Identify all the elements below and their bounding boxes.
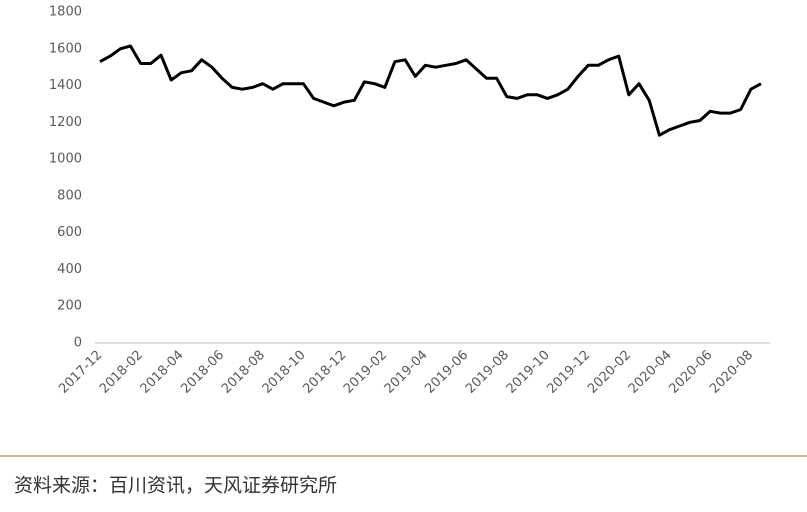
x-tick-label: 2018-12	[300, 348, 349, 397]
y-tick-label: 1600	[49, 41, 82, 56]
x-tick-label: 2019-02	[341, 348, 390, 397]
x-tick-label: 2019-04	[382, 348, 431, 397]
x-tick-label: 2020-06	[666, 348, 715, 397]
price-line	[99, 44, 762, 137]
x-tick-label: 2017-12	[56, 348, 105, 397]
x-tick-label: 2020-08	[707, 348, 756, 397]
y-tick-label: 1800	[49, 5, 82, 20]
y-tick-label: 1000	[49, 152, 82, 167]
x-tick-label: 2019-08	[463, 348, 512, 397]
x-tick-label: 2018-02	[97, 348, 146, 397]
x-tick-label: 2019-06	[422, 348, 471, 397]
x-tick-label: 2019-12	[544, 348, 593, 397]
x-tick-label: 2020-02	[585, 348, 634, 397]
x-tick-label: 2019-10	[504, 348, 553, 397]
x-tick-label: 2018-10	[260, 348, 309, 397]
y-tick-label: 400	[57, 262, 82, 277]
y-tick-label: 1400	[49, 78, 82, 93]
source-note: 资料来源：百川资讯，天风证券研究所	[14, 475, 337, 497]
x-tick-label: 2020-04	[626, 348, 675, 397]
x-tick-label: 2018-04	[138, 348, 187, 397]
y-tick-label: 600	[57, 225, 82, 240]
y-tick-label: 0	[74, 336, 82, 351]
y-tick-label: 800	[57, 188, 82, 203]
x-tick-label: 2018-08	[219, 348, 268, 397]
y-tick-label: 1200	[49, 115, 82, 130]
y-tick-label: 200	[57, 299, 82, 314]
x-tick-label: 2018-06	[178, 348, 227, 397]
